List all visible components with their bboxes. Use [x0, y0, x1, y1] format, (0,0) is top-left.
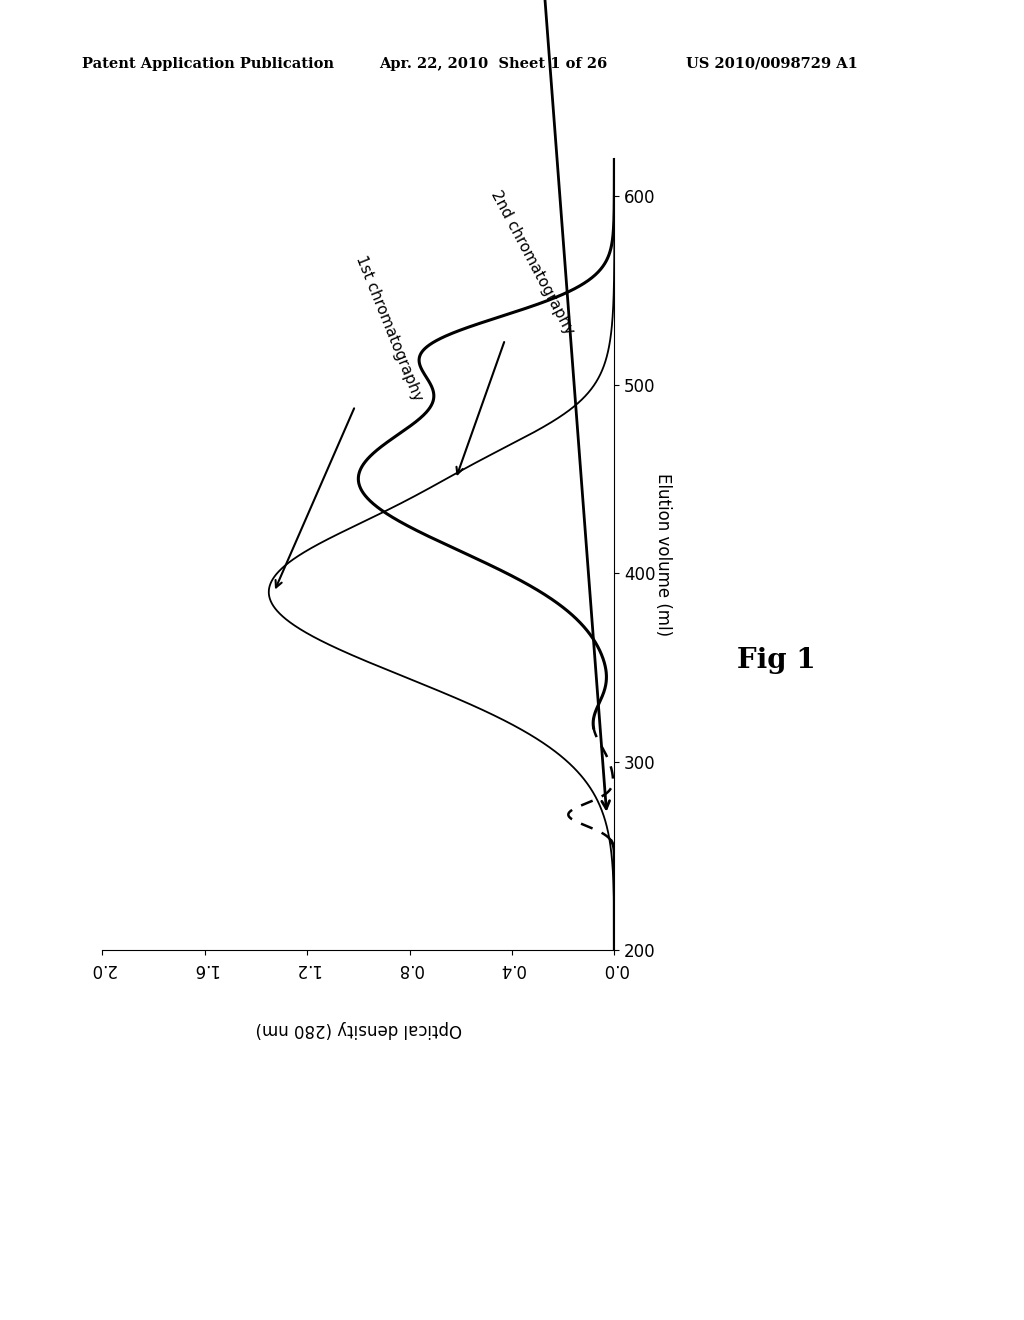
Y-axis label: Elution volume (ml): Elution volume (ml) — [654, 473, 673, 636]
Text: 1st chromatography: 1st chromatography — [275, 253, 425, 587]
Text: Apr. 22, 2010  Sheet 1 of 26: Apr. 22, 2010 Sheet 1 of 26 — [379, 57, 607, 71]
Text: Patent Application Publication: Patent Application Publication — [82, 57, 334, 71]
Text: Fig 1: Fig 1 — [737, 647, 816, 673]
Text: 2nd chromatography: 2nd chromatography — [457, 187, 577, 474]
X-axis label: Optical density (280 nm): Optical density (280 nm) — [255, 1020, 462, 1038]
Text: US 2010/0098729 A1: US 2010/0098729 A1 — [686, 57, 858, 71]
Text: V0: V0 — [531, 0, 609, 809]
